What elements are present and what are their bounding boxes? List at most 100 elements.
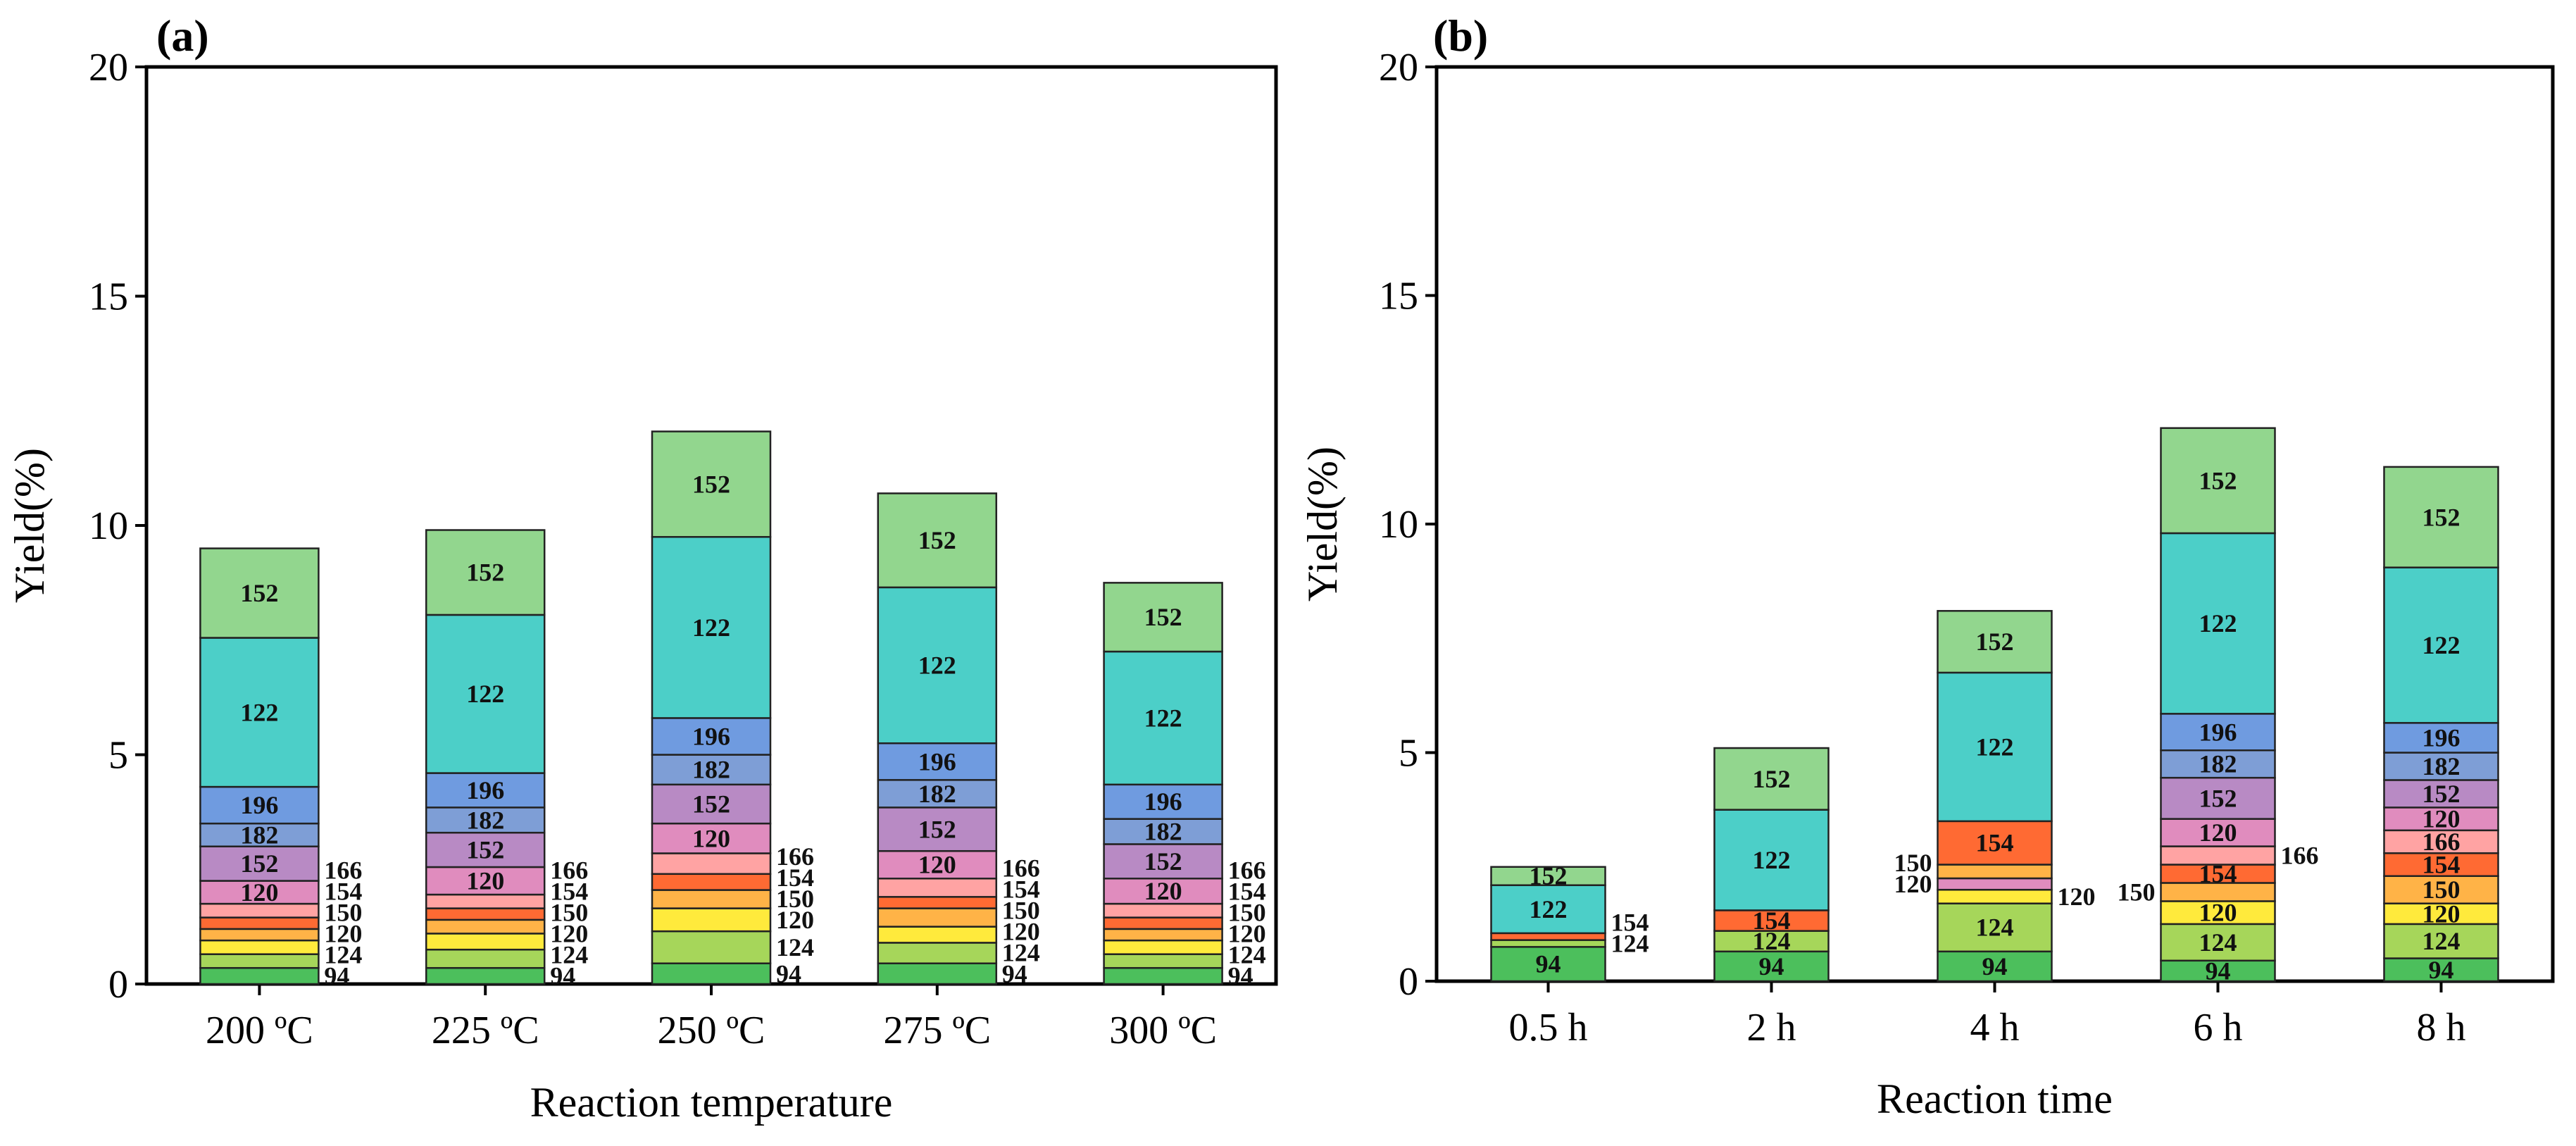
- segment-label: 122: [240, 698, 278, 726]
- segment-label: 152: [240, 849, 278, 878]
- segment-label: 94: [324, 962, 349, 990]
- y-axis-title: Yield(%): [6, 448, 53, 603]
- bar-segment: [425, 831, 546, 868]
- segment-label: 120: [1894, 870, 1932, 898]
- segment-label: 154: [324, 878, 362, 906]
- segment-label: 124: [2422, 927, 2461, 955]
- segment-label: 152: [1144, 847, 1182, 876]
- bar-segment: [1490, 932, 1606, 941]
- bar-segment: [1713, 950, 1830, 983]
- bar-segment: [877, 962, 998, 985]
- segment-label: 120: [1144, 877, 1182, 905]
- bar-segment: [1103, 878, 1223, 905]
- segment-label: 154: [1002, 875, 1040, 903]
- y-axis-title: Yield(%): [1299, 447, 1346, 602]
- segment-label: 166: [550, 857, 588, 885]
- segment-label: 150: [324, 899, 362, 927]
- segment-label: 94: [1759, 952, 1784, 980]
- panel-b: (b) 0 5 10 15 20 0.5 h 2 h 4 h 6 h 8 h Reaction ti…: [1299, 11, 2555, 1122]
- segment-label: 120: [550, 920, 588, 948]
- bar-segment: [2383, 752, 2499, 781]
- segment-label: 150: [1002, 896, 1040, 924]
- segment-label: 124: [1228, 941, 1266, 969]
- segment-label: 152: [1144, 603, 1182, 631]
- segment-label: 196: [1144, 787, 1182, 816]
- bar-segment: [1713, 930, 1830, 953]
- segment-label: 122: [1530, 895, 1568, 923]
- bar-segment: [1490, 866, 1606, 886]
- bar-segment: [1103, 650, 1223, 786]
- segment-label: 94: [1002, 959, 1027, 988]
- segment-label: 150: [2422, 876, 2461, 904]
- bar-segment: [1103, 953, 1223, 969]
- panel-a-letter: (a): [156, 11, 209, 61]
- bar-segment: [877, 878, 998, 898]
- bar-segment: [877, 492, 998, 589]
- bar-segment: [1103, 902, 1223, 918]
- x-tick-label: 8 h: [2417, 1006, 2466, 1050]
- y-tick-label: 20: [89, 46, 128, 89]
- segment-label: 196: [918, 747, 956, 776]
- segment-label: 154: [1753, 907, 1791, 935]
- bar-segment: [877, 926, 998, 944]
- bar-segment: [1103, 783, 1223, 820]
- segment-label: 150: [1894, 849, 1932, 877]
- segment-label: 122: [2422, 631, 2461, 659]
- bar-segment: [199, 822, 320, 847]
- bar-segment: [651, 930, 772, 964]
- bar-segment: [425, 918, 546, 935]
- segment-label: 182: [692, 756, 730, 784]
- bar-segment: [877, 586, 998, 745]
- bar-segment: [2160, 818, 2276, 847]
- bar-segment: [2160, 900, 2276, 926]
- segment-label: 122: [918, 652, 956, 680]
- segment-label: 154: [776, 864, 814, 892]
- bar-segment: [877, 896, 998, 909]
- segment-label: 196: [2199, 718, 2237, 746]
- segment-label: 152: [692, 790, 730, 818]
- x-axis-title: Reaction temperature: [530, 1079, 893, 1126]
- segment-label: 94: [1536, 950, 1561, 978]
- bar-segment: [425, 966, 546, 985]
- bar-segment: [2383, 466, 2499, 568]
- segment-label: 154: [2422, 851, 2461, 879]
- bar-segment: [425, 772, 546, 809]
- segment-label: 152: [1753, 765, 1791, 793]
- segment-label: 124: [550, 941, 588, 969]
- segment-label: 152: [1530, 862, 1568, 890]
- bar-segment: [199, 966, 320, 985]
- segment-label: 166: [1002, 854, 1040, 882]
- bar-segment: [2160, 427, 2276, 535]
- bar-segment: [2160, 749, 2276, 779]
- segment-label: 122: [1753, 846, 1791, 874]
- bar-segment: [2383, 779, 2499, 809]
- bar-segment: [1937, 671, 2053, 823]
- bar-segment: [199, 845, 320, 882]
- segment-label: 94: [1228, 962, 1253, 990]
- segment-label: 182: [466, 806, 504, 834]
- bar-segment: [651, 536, 772, 719]
- bar-segment: [1937, 877, 2053, 891]
- bar-segment: [877, 907, 998, 928]
- segment-label: 122: [692, 614, 730, 642]
- segment-label: 152: [2199, 784, 2237, 812]
- segment-label: 154: [1611, 908, 1649, 936]
- bar-segment: [2383, 957, 2499, 983]
- y-tick-label: 15: [89, 275, 128, 319]
- segment-label: 152: [1976, 628, 2014, 656]
- bar-segment: [425, 948, 546, 969]
- bar-segment: [1937, 864, 2053, 880]
- segment-label: 152: [2422, 503, 2461, 531]
- segment-label: 196: [466, 776, 504, 804]
- bar-segment: [651, 907, 772, 933]
- y-tick-label: 20: [1379, 46, 1418, 89]
- segment-label: 124: [1976, 914, 2014, 942]
- bar-segment: [877, 849, 998, 880]
- segment-label: 152: [466, 836, 504, 864]
- bar-segment: [651, 852, 772, 876]
- bar-segment: [2160, 532, 2276, 715]
- bar-segment: [1490, 939, 1606, 948]
- segment-label: 120: [1228, 920, 1266, 948]
- segment-label: 182: [2422, 752, 2461, 780]
